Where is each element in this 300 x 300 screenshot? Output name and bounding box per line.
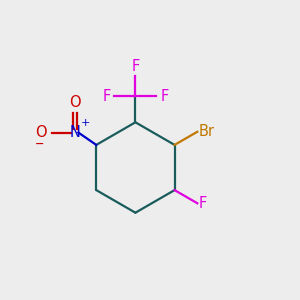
Text: −: − [35, 139, 44, 149]
Text: F: F [199, 196, 207, 211]
Text: Br: Br [199, 124, 215, 139]
Text: F: F [160, 88, 169, 104]
Text: N: N [69, 125, 80, 140]
Text: F: F [102, 88, 111, 104]
Text: F: F [131, 59, 140, 74]
Text: +: + [81, 118, 91, 128]
Text: O: O [35, 125, 47, 140]
Text: O: O [69, 95, 81, 110]
